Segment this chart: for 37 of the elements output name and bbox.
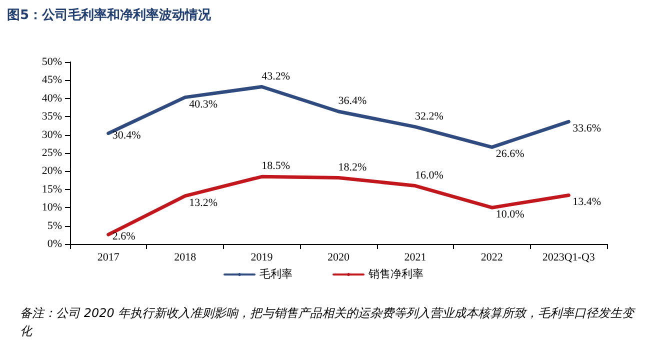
y-tick-label: 20%	[42, 165, 62, 178]
data-label: 13.4%	[572, 196, 602, 208]
x-tick-label: 2020	[328, 252, 350, 264]
x-tick-label: 2017	[97, 252, 120, 264]
data-label: 40.3%	[189, 98, 218, 110]
y-tick-label: 25%	[42, 147, 62, 159]
y-tick-label: 45%	[42, 74, 62, 86]
legend-label: 毛利率	[260, 268, 292, 280]
y-tick-label: 10%	[42, 202, 62, 214]
data-label: 16.0%	[415, 169, 444, 182]
y-tick-label: 15%	[42, 183, 62, 196]
x-tick-label: 2022	[480, 252, 503, 264]
data-label: 13.2%	[189, 196, 218, 209]
data-label: 30.4%	[112, 129, 141, 142]
y-tick-label: 5%	[47, 220, 62, 232]
data-label: 32.2%	[415, 110, 444, 122]
y-tick-label: 0%	[47, 238, 62, 250]
data-label: 36.4%	[338, 95, 367, 108]
x-tick-label: 2021	[404, 252, 426, 264]
data-label: 18.2%	[338, 161, 367, 174]
y-tick-label: 30%	[42, 128, 62, 141]
x-tick-label: 2019	[250, 252, 274, 264]
data-label: 2.6%	[112, 230, 136, 243]
line-series	[106, 85, 570, 149]
data-label: 18.5%	[262, 160, 290, 172]
data-label: 33.6%	[572, 122, 602, 135]
y-tick-label: 40%	[42, 92, 62, 104]
legend-label: 销售净利率	[368, 268, 424, 280]
chart-title: 图5：公司毛利率和净利率波动情况	[7, 7, 212, 23]
data-label: 43.2%	[262, 70, 290, 82]
data-label: 26.6%	[496, 148, 524, 160]
x-tick-label: 2018	[174, 252, 197, 264]
y-tick-label: 50%	[42, 56, 62, 68]
x-tick-label: 2023Q1-Q3	[542, 252, 596, 264]
data-label: 10.0%	[496, 208, 524, 221]
text: 备注：公司 2020 年执行新收入准则影响，把与销售产品相关的运杂费等列入营业成本核算所致，毛利率口径发生变化	[20, 306, 636, 338]
y-tick-label: 35%	[42, 110, 62, 123]
